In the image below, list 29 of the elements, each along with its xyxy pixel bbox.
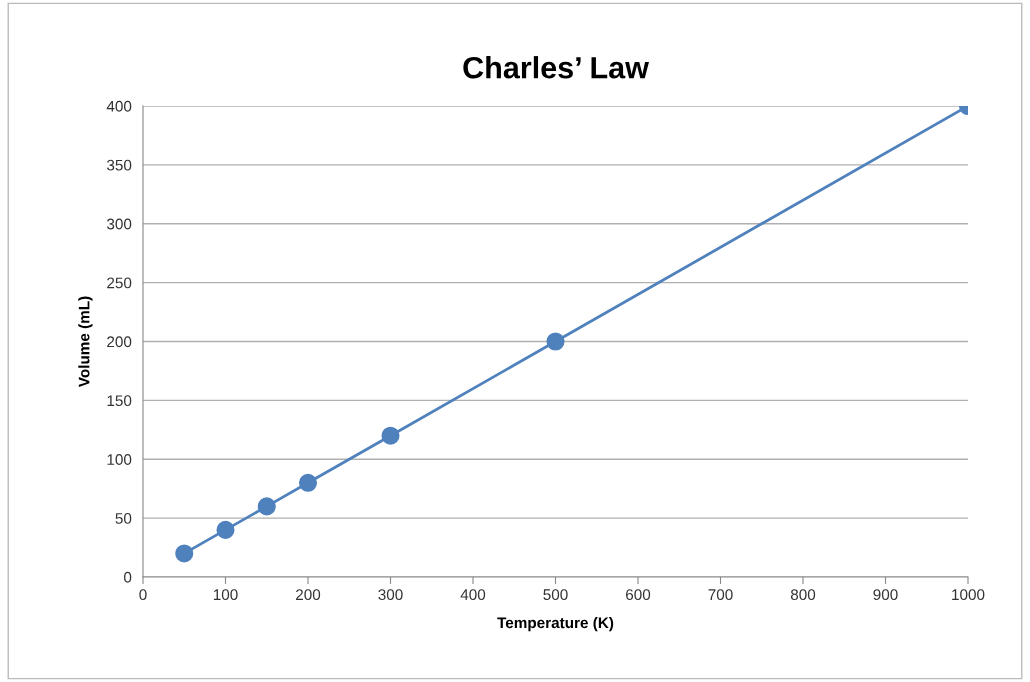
point (257, 497, 276, 516)
x-tick-label: 300 (378, 589, 403, 601)
point (175, 544, 194, 563)
x-tick-label: 600 (626, 589, 651, 601)
y-tick-label: 250 (107, 277, 132, 289)
x-tick-label: 400 (460, 589, 486, 601)
y-tick-label: 150 (107, 395, 132, 407)
y-tick-label: 200 (107, 336, 132, 348)
y-axis-title: Volume (mL) (78, 296, 93, 388)
x-tick-label: 500 (543, 589, 568, 601)
x-tick-label: 200 (296, 589, 321, 601)
x-tick-label: 900 (873, 589, 898, 601)
chart-title: Charles’ Law (463, 56, 649, 79)
x-axis-title: Temperature (K) (497, 616, 614, 632)
y-tick-label: 0 (123, 571, 132, 583)
y-tick-label: 50 (115, 512, 132, 524)
point (381, 426, 400, 445)
x-tick-label: 1000 (952, 589, 985, 601)
y-tick-label: 100 (107, 454, 132, 465)
y-tick-label: 350 (106, 159, 132, 171)
y-tick-label: 300 (106, 218, 132, 230)
x-tick-label: 0 (139, 589, 147, 601)
x-tick-label: 100 (213, 589, 238, 601)
x-tick-label: 700 (708, 589, 733, 601)
x-tick-label: 800 (790, 589, 816, 601)
point (546, 332, 565, 351)
point (216, 520, 235, 539)
point (298, 473, 318, 492)
y-tick-label: 400 (106, 100, 132, 112)
